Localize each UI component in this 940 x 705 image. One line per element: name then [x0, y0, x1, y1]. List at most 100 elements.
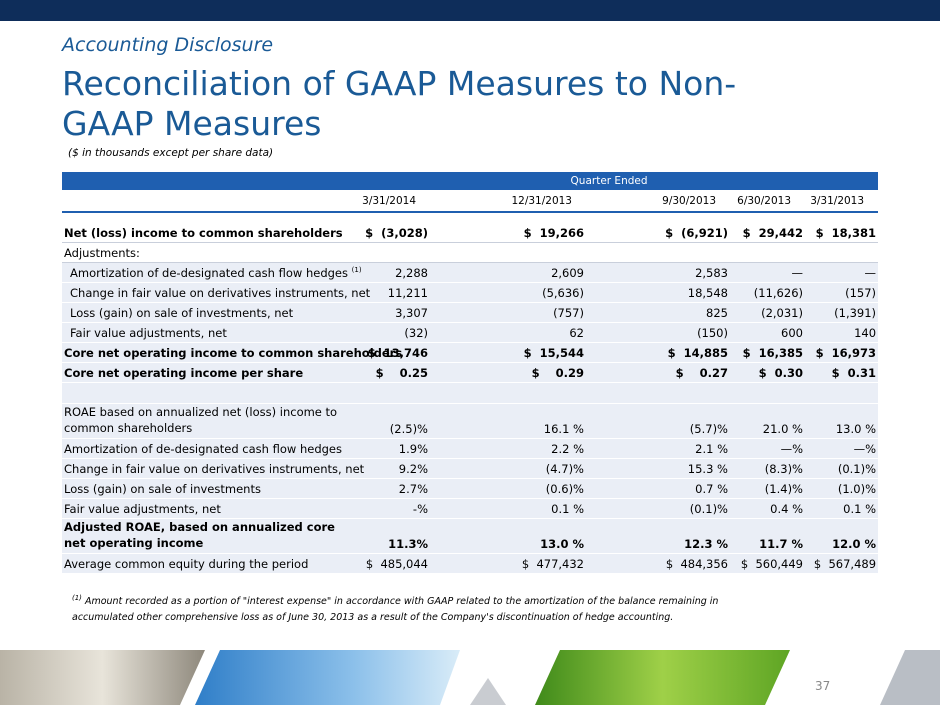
- row-label-text: Change in fair value on derivatives inst…: [70, 285, 371, 300]
- value-cell: $ 0.27: [586, 362, 730, 383]
- value-cell: $ 477,432: [430, 553, 586, 574]
- row-label: Core net operating income per share: [62, 362, 340, 383]
- table-row: Amortization of de-designated cash flow …: [62, 438, 879, 459]
- value-cell: (0.1)%: [586, 498, 730, 519]
- value-cell: $ 13,746: [340, 342, 430, 363]
- value-cell: 140: [805, 322, 879, 343]
- empty-cell: [62, 172, 340, 190]
- empty-cell: [430, 242, 586, 263]
- column-header: 9/30/2013: [586, 190, 730, 213]
- top-bar: [0, 0, 940, 21]
- value-cell: (150): [586, 322, 730, 343]
- empty-cell: [586, 242, 730, 263]
- page-number: 37: [815, 679, 831, 693]
- table-row: Average common equity during the period $…: [62, 553, 879, 574]
- value-cell: 11,211: [340, 282, 430, 303]
- row-label-text: Fair value adjustments, net: [64, 501, 221, 516]
- row-label: Net (loss) income to common shareholders: [62, 223, 343, 243]
- value-cell: $ 0.31: [805, 362, 879, 383]
- value-cell: 600: [730, 322, 805, 343]
- row-label: Adjusted ROAE, based on annualized core …: [62, 518, 340, 554]
- table-row: Core net operating income per share $ 0.2…: [62, 362, 879, 383]
- column-header: 3/31/2014: [340, 190, 430, 213]
- footnote-marker: (1): [72, 594, 82, 602]
- row-label: Change in fair value on derivatives inst…: [62, 458, 364, 479]
- value-cell: (2.5)%: [340, 403, 430, 439]
- column-header: 3/31/2013: [805, 190, 879, 213]
- subtitle: ($ in thousands except per share data): [68, 147, 274, 159]
- row-label: Average common equity during the period: [62, 553, 340, 574]
- value-cell: 2.2 %: [430, 438, 586, 459]
- value-cell: (5.7)%: [586, 403, 730, 439]
- row-label: Core net operating income to common shar…: [62, 342, 402, 363]
- table-row: Adjustments:: [62, 242, 879, 263]
- row-label: Amortization of de-designated cash flow …: [62, 438, 342, 459]
- row-label-text: Amortization of de-designated cash flow …: [64, 441, 342, 456]
- value-cell: (11,626): [730, 282, 805, 303]
- value-cell: 13.0 %: [805, 403, 879, 439]
- row-label: Fair value adjustments, net: [62, 498, 340, 519]
- row-label-text: Adjustments:: [64, 245, 140, 260]
- title: Reconciliation of GAAP Measures to Non-G…: [62, 64, 737, 143]
- value-cell: (8.3)%: [730, 458, 805, 479]
- value-cell: (5,636): [430, 282, 586, 303]
- value-cell: 16.1 %: [430, 403, 586, 439]
- value-cell: (1,391): [805, 302, 879, 323]
- value-cell: 0.1 %: [805, 498, 879, 519]
- row-label-text: ROAE based on annualized net (loss) inco…: [64, 405, 338, 435]
- value-cell: 11.7 %: [730, 518, 805, 554]
- value-cell: 0.1 %: [430, 498, 586, 519]
- table-row: Change in fair value on derivatives inst…: [62, 458, 879, 479]
- column-header: 12/31/2013: [430, 190, 586, 213]
- spacer-row: [62, 382, 879, 404]
- row-label: Loss (gain) on sale of investments: [62, 478, 340, 499]
- value-cell: —: [805, 262, 879, 283]
- group-header-row: Quarter Ended: [62, 172, 879, 190]
- value-cell: $ 14,885: [586, 342, 730, 363]
- value-cell: 11.3%: [340, 518, 430, 554]
- value-cell: 12.3 %: [586, 518, 730, 554]
- value-cell: 2,609: [430, 262, 586, 283]
- table-row: Adjusted ROAE, based on annualized core …: [62, 518, 879, 554]
- value-cell: $ (3,028): [340, 223, 430, 243]
- empty-cell: [62, 190, 340, 213]
- row-label-text: Net (loss) income to common shareholders: [64, 225, 343, 240]
- row-label: Change in fair value on derivatives inst…: [62, 282, 370, 303]
- value-cell: 2,288: [340, 262, 430, 283]
- value-cell: $ 560,449: [730, 553, 805, 574]
- value-cell: 21.0 %: [730, 403, 805, 439]
- value-cell: (757): [430, 302, 586, 323]
- table-row: Change in fair value on derivatives inst…: [62, 282, 879, 303]
- spacer-cell: [62, 382, 879, 404]
- footnote: (1) Amount recorded as a portion of "int…: [72, 590, 732, 626]
- empty-cell: [730, 242, 805, 263]
- decorative-strip: [0, 650, 940, 705]
- value-cell: $ (6,921): [586, 223, 730, 243]
- table-row: Loss (gain) on sale of investments 2.7% (0…: [62, 478, 879, 499]
- empty-cell: [340, 242, 430, 263]
- value-cell: (1.4)%: [730, 478, 805, 499]
- gap-cell: [62, 212, 878, 223]
- value-cell: 2.1 %: [586, 438, 730, 459]
- row-label-text: Core net operating income to common shar…: [64, 345, 403, 360]
- value-cell: 2.7%: [340, 478, 430, 499]
- table-row: Fair value adjustments, net -% 0.1 % (0.1)%…: [62, 498, 879, 519]
- value-cell: $ 485,044: [340, 553, 430, 574]
- value-cell: 2,583: [586, 262, 730, 283]
- row-label-text: Adjusted ROAE, based on annualized core …: [64, 520, 335, 550]
- value-cell: $ 0.25: [340, 362, 430, 383]
- value-cell: 0.7 %: [586, 478, 730, 499]
- row-label-text: Loss (gain) on sale of investments, net: [70, 305, 294, 320]
- value-cell: —%: [730, 438, 805, 459]
- value-cell: (32): [340, 322, 430, 343]
- table-row: Amortization of de-designated cash flow …: [62, 262, 879, 283]
- value-cell: 18,548: [586, 282, 730, 303]
- reconciliation-table: Quarter Ended 3/31/2014 12/31/2013 9/30/201…: [62, 172, 879, 574]
- group-header: Quarter Ended: [340, 172, 879, 190]
- value-cell: $ 16,385: [730, 342, 805, 363]
- row-label: Loss (gain) on sale of investments, net: [62, 302, 340, 323]
- table-row: Loss (gain) on sale of investments, net 3…: [62, 302, 879, 323]
- value-cell: $ 18,381: [805, 223, 879, 243]
- value-cell: (157): [805, 282, 879, 303]
